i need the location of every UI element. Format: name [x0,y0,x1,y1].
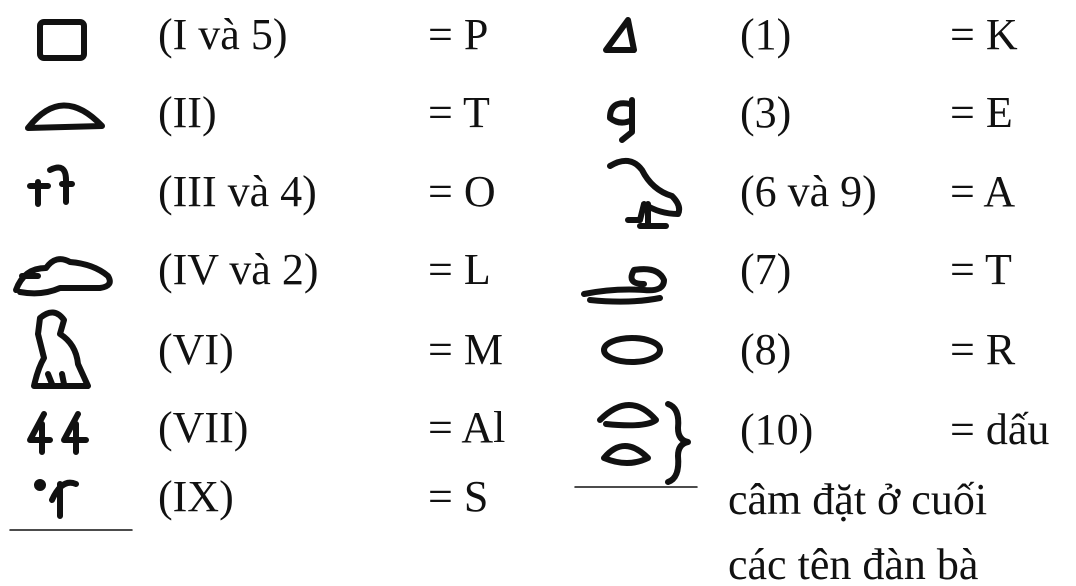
letter: = dấu [950,405,1050,454]
glyph-rope [27,164,75,207]
letter: = A [950,167,1016,216]
letter: = K [950,10,1018,59]
reference: (IX) [158,472,234,521]
reference: (1) [740,10,792,59]
reference: (III và 4) [158,167,317,216]
letter: = Al [428,403,506,452]
brace [665,401,691,485]
glyph-lion [13,256,113,297]
letter: = O [428,167,496,216]
note-line: các tên đàn bà [728,540,979,586]
reference: (VI) [158,325,234,374]
letter: = E [950,88,1013,137]
letter: = T [428,88,490,137]
reference: (3) [740,88,792,137]
glyph-mouth [601,335,663,365]
glyph-cloth [49,479,79,519]
letter: = R [950,325,1016,374]
reference: (6 và 9) [740,167,877,216]
note-line: câm đặt ở cuối [728,475,988,524]
reference: (10) [740,405,814,454]
glyph-dot [34,479,46,491]
reference: (IV và 2) [158,245,319,294]
letter: = P [428,10,489,59]
glyph-bread [25,102,105,131]
glyph-square [37,19,87,61]
glyph-owl [31,309,91,389]
letter: = M [428,325,503,374]
reference: (VII) [158,403,249,452]
glyph-reeds [27,411,89,455]
letter: = L [428,245,491,294]
glyph-basket [603,17,637,53]
reference: (7) [740,245,792,294]
letter: = T [950,245,1012,294]
letter: = S [428,472,489,521]
glyph-stand [607,97,635,143]
reference: (II) [158,88,217,137]
glyph-loop [581,266,667,305]
reference: (I và 5) [158,10,288,59]
reference: (8) [740,325,792,374]
glyph-determinative [597,402,659,466]
glyph-vulture [607,157,683,229]
